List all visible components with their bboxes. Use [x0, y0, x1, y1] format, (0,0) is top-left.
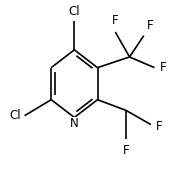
Text: F: F: [160, 61, 166, 74]
Text: F: F: [112, 14, 119, 27]
Text: N: N: [70, 117, 79, 130]
Text: F: F: [156, 120, 163, 133]
Text: Cl: Cl: [69, 5, 80, 18]
Text: F: F: [147, 19, 154, 32]
Text: F: F: [123, 144, 129, 157]
Text: Cl: Cl: [9, 109, 21, 122]
